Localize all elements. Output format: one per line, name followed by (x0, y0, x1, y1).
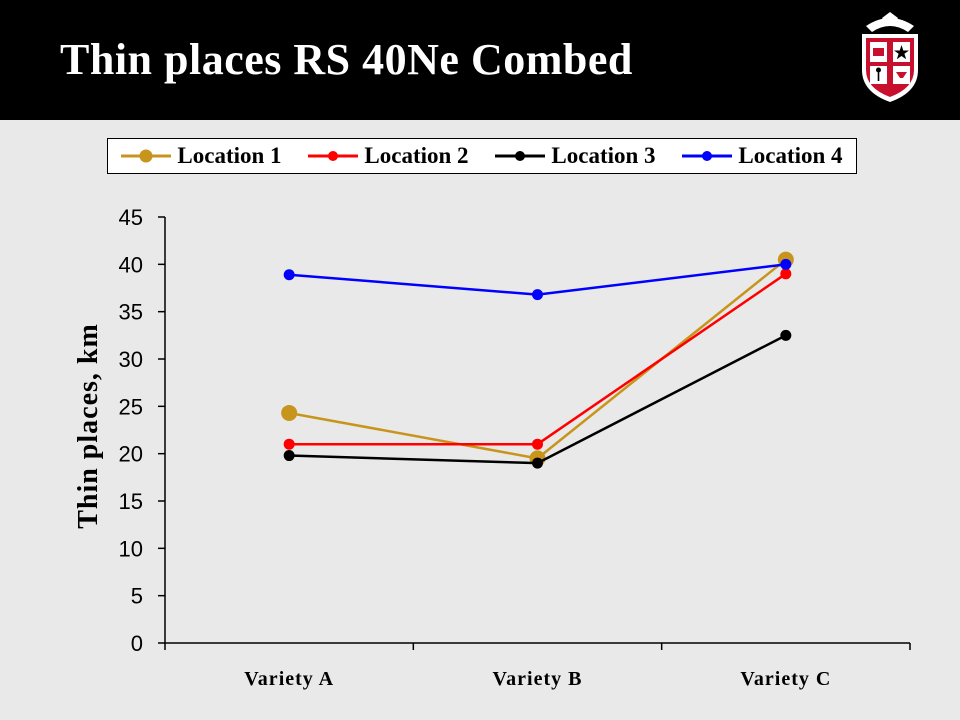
data-point (283, 438, 295, 450)
y-tick-label: 35 (119, 300, 143, 325)
data-point (777, 251, 794, 268)
series-line (289, 272, 787, 446)
data-point (532, 289, 543, 301)
data-point (780, 258, 792, 270)
legend-swatch-location-1 (121, 149, 172, 163)
data-point (283, 269, 295, 281)
legend-item-location-3: Location 3 (495, 143, 656, 169)
legend-label-location-2: Location 2 (364, 143, 469, 168)
y-tick-label: 40 (119, 252, 143, 277)
legend-swatch-location-4 (682, 151, 733, 161)
chart-series (281, 251, 794, 469)
data-point (532, 457, 543, 469)
chart-legend: Location 1 Location 2 Location 3 Locatio… (107, 138, 857, 174)
y-tick-label: 0 (131, 631, 143, 656)
y-tick-label: 10 (119, 536, 143, 561)
legend-item-location-1: Location 1 (121, 143, 282, 169)
series-location-1 (281, 251, 794, 467)
y-tick-label: 45 (119, 205, 143, 230)
legend-swatch-location-3 (495, 151, 546, 161)
legend-label-location-1: Location 1 (177, 143, 282, 168)
y-tick-label: 20 (119, 442, 143, 467)
series-location-3 (283, 329, 792, 469)
x-category-label: Variety A (244, 668, 334, 690)
y-axis-ticks: 0 5 10 15 20 25 30 35 40 45 (119, 205, 165, 656)
x-category-label: Variety B (493, 668, 583, 690)
y-tick-label: 5 (131, 584, 143, 609)
x-axis-categories: Variety A Variety B Variety C (244, 668, 831, 690)
series-location-2 (283, 268, 792, 450)
data-point (529, 450, 546, 467)
y-tick-label: 30 (119, 347, 143, 372)
x-category-label: Variety C (740, 668, 831, 690)
university-seal-icon (862, 12, 918, 102)
legend-label-location-3: Location 3 (551, 143, 656, 168)
data-point (532, 438, 543, 450)
series-location-4 (283, 258, 792, 301)
data-point (780, 329, 792, 341)
series-line (289, 263, 786, 296)
legend-label-location-4: Location 4 (738, 143, 843, 168)
data-point (283, 450, 295, 462)
data-point (281, 404, 298, 421)
legend-swatch-location-2 (308, 151, 359, 161)
title-bar: Thin places RS 40Ne Combed (0, 0, 960, 120)
slide-title: Thin places RS 40Ne Combed (60, 35, 633, 84)
y-tick-label: 15 (119, 489, 143, 514)
data-point (780, 268, 792, 280)
legend-item-location-4: Location 4 (682, 143, 843, 169)
series-line (288, 258, 787, 460)
chart-axes (164, 217, 911, 650)
series-line (289, 334, 787, 465)
y-tick-label: 25 (119, 394, 143, 419)
legend-item-location-2: Location 2 (308, 143, 469, 169)
y-axis-title: Thin places, km (73, 323, 104, 529)
